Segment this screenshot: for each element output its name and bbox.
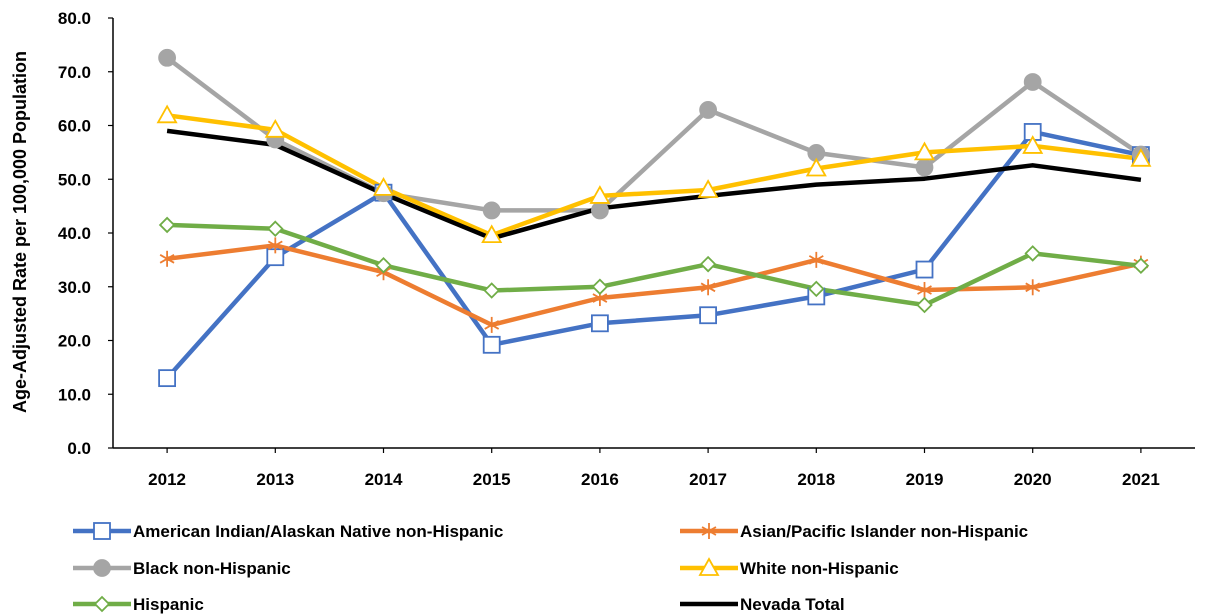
series-line-0 (165, 129, 1142, 380)
data-point-4 (699, 255, 717, 273)
series-line-2 (165, 56, 1143, 213)
y-tick-label: 10.0 (58, 385, 91, 404)
legend-item: White non-Hispanic (680, 557, 899, 578)
data-point-0 (915, 260, 934, 279)
data-point-1 (159, 250, 175, 267)
data-point-3 (697, 179, 719, 198)
series-line-5 (166, 128, 1142, 241)
x-tick-label: 2021 (1122, 470, 1160, 489)
legend-marker (93, 595, 111, 613)
y-tick-label: 0.0 (67, 439, 91, 458)
data-point-4 (1024, 245, 1041, 262)
data-point-4 (158, 216, 176, 234)
legend-item: Black non-Hispanic (73, 559, 291, 578)
x-tick-label: 2018 (797, 470, 835, 489)
x-tick-label: 2013 (256, 470, 294, 489)
data-point-2 (591, 201, 609, 220)
data-point-4 (375, 256, 392, 274)
y-axis-ticks: 0.0 10.0 20.0 30.0 40.0 50.0 60.0 70.0 80.0 (58, 9, 113, 458)
data-point-3 (372, 177, 395, 196)
legend-label: Black non-Hispanic (133, 559, 291, 578)
data-point-2 (699, 101, 717, 119)
legend-label: Asian/Pacific Islander non-Hispanic (740, 522, 1028, 541)
legend-marker (701, 523, 717, 539)
data-point-2 (482, 201, 501, 220)
data-point-4 (916, 296, 933, 314)
data-point-0 (482, 335, 501, 354)
y-tick-label: 60.0 (58, 117, 91, 136)
legend-label: Nevada Total (740, 595, 845, 614)
legend-label: Hispanic (133, 595, 204, 614)
legend-marker (93, 559, 111, 577)
legend-item: Nevada Total (680, 595, 845, 614)
data-point-3 (1022, 135, 1044, 154)
x-tick-label: 2017 (689, 470, 727, 489)
data-point-1 (808, 251, 824, 268)
legend-marker (698, 557, 720, 576)
data-point-4 (267, 220, 284, 237)
data-point-1 (267, 237, 283, 254)
data-point-3 (481, 224, 503, 244)
series-line-4 (167, 222, 1142, 308)
data-point-3 (805, 157, 827, 177)
legend-label: White non-Hispanic (740, 559, 899, 578)
data-point-1 (917, 281, 932, 298)
y-tick-label: 40.0 (58, 224, 91, 243)
data-point-0 (158, 369, 177, 388)
x-tick-label: 2019 (906, 470, 944, 489)
data-point-4 (1132, 257, 1150, 275)
legend: American Indian/Alaskan Native non-Hispa… (73, 522, 1028, 614)
data-point-2 (158, 48, 177, 67)
legend-item: Hispanic (73, 595, 204, 614)
data-point-4 (591, 278, 609, 296)
x-axis-ticks: 2012 2013 2014 2015 2016 2017 2018 2019 2020 2021 (148, 448, 1160, 489)
data-point-0 (591, 314, 609, 333)
y-tick-label: 50.0 (58, 170, 91, 189)
y-tick-label: 30.0 (58, 278, 91, 297)
series-lines (165, 56, 1143, 380)
data-point-3 (913, 141, 936, 161)
legend-marker (93, 522, 111, 540)
series-line-3 (166, 113, 1142, 238)
series-line-1 (166, 243, 1142, 328)
legend-item: Asian/Pacific Islander non-Hispanic (680, 522, 1028, 541)
x-tick-label: 2020 (1014, 470, 1052, 489)
data-point-1 (1025, 279, 1041, 296)
x-tick-label: 2015 (473, 470, 511, 489)
y-axis-label: Age-Adjusted Rate per 100,000 Population (10, 51, 30, 413)
x-tick-label: 2014 (365, 470, 403, 489)
data-point-4 (483, 282, 500, 299)
data-point-3 (156, 104, 178, 124)
y-tick-label: 20.0 (58, 332, 91, 351)
series-markers (156, 48, 1152, 388)
data-point-0 (699, 306, 717, 325)
legend-label: American Indian/Alaskan Native non-Hispa… (133, 522, 503, 541)
data-point-3 (589, 185, 611, 204)
data-point-1 (700, 279, 716, 296)
y-tick-label: 70.0 (58, 63, 91, 82)
data-point-3 (1130, 147, 1152, 167)
data-point-2 (1023, 73, 1042, 91)
x-tick-label: 2016 (581, 470, 619, 489)
data-point-4 (808, 280, 825, 298)
data-point-2 (915, 158, 934, 177)
data-point-1 (484, 316, 500, 333)
data-point-3 (264, 118, 286, 138)
x-tick-label: 2012 (148, 470, 186, 489)
y-tick-label: 80.0 (58, 9, 91, 28)
legend-item: American Indian/Alaskan Native non-Hispa… (73, 522, 503, 541)
